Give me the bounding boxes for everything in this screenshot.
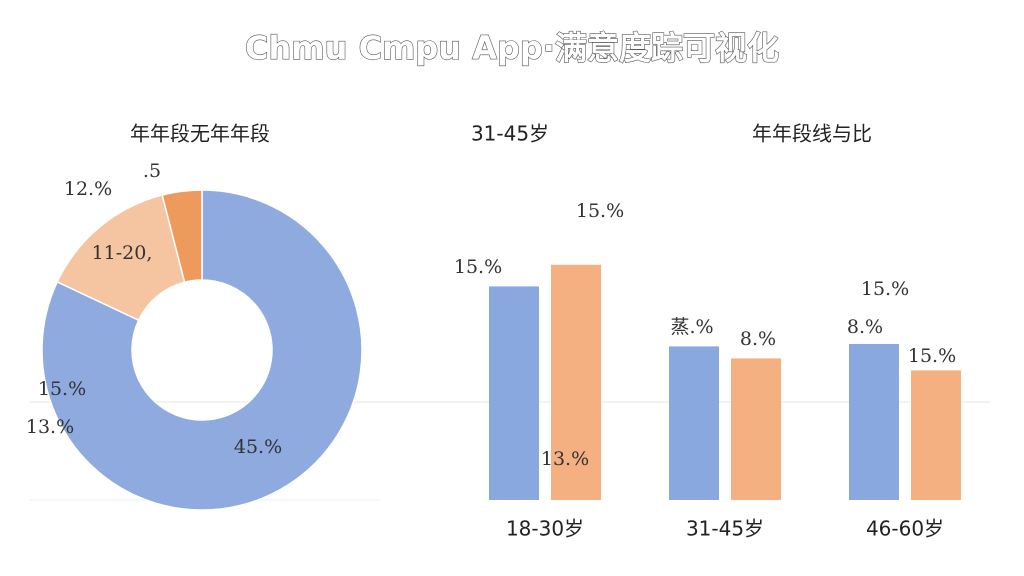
annotation: 8.% — [740, 328, 776, 350]
subtitle: 年年段无年年段 — [130, 122, 270, 146]
annotation: 11-20, — [92, 242, 153, 264]
bar — [911, 370, 961, 500]
page-title: Chmu Cmpu App·满意度踪可视化 — [245, 29, 779, 67]
annotation: 8.% — [847, 316, 883, 338]
bar — [731, 358, 781, 500]
annotation: 31-45岁 — [471, 122, 549, 146]
annotation: 13.% — [541, 448, 589, 470]
annotation: 15.% — [908, 345, 956, 367]
annotation: 15.% — [454, 256, 502, 278]
x-tick-label: 46-60岁 — [866, 517, 944, 541]
bar — [489, 286, 539, 500]
donut-slice — [41, 189, 363, 511]
annotation: 15.% — [576, 200, 624, 222]
x-tick-label: 31-45岁 — [686, 517, 764, 541]
annotation: 15.% — [861, 278, 909, 300]
annotation: .5 — [143, 160, 161, 182]
subtitle: 年年段线与比 — [752, 122, 872, 146]
annotation: 13.% — [26, 416, 74, 438]
x-tick-label: 18-30岁 — [506, 517, 584, 541]
donut-slice — [161, 189, 203, 284]
annotation: 12.% — [64, 178, 112, 200]
annotation: 蒸.% — [670, 316, 713, 338]
bar — [551, 264, 601, 500]
annotation: 45.% — [234, 436, 282, 458]
bar — [669, 346, 719, 500]
donut-slice — [56, 194, 186, 322]
bar — [849, 344, 899, 500]
annotation: 15.% — [38, 378, 86, 400]
